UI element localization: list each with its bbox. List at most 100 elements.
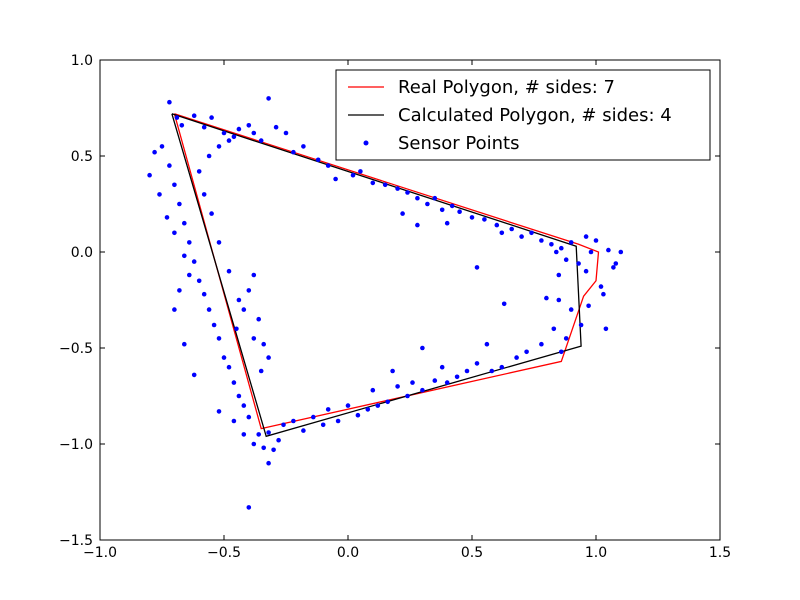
scatter-point <box>177 201 182 207</box>
scatter-point <box>147 172 152 178</box>
scatter-point <box>395 384 400 389</box>
x-tick-label: 1.5 <box>709 545 731 561</box>
scatter-point <box>576 261 581 266</box>
scatter-point <box>489 368 495 374</box>
scatter-point <box>335 418 341 424</box>
series-layer <box>147 96 624 510</box>
x-tick-label: −1.0 <box>83 545 117 561</box>
scatter-point <box>209 115 214 120</box>
scatter-point <box>234 326 239 332</box>
scatter-point <box>177 288 182 293</box>
scatter-point <box>618 249 624 255</box>
scatter-point <box>549 242 554 247</box>
scatter-point <box>236 297 242 303</box>
scatter-point <box>482 217 487 222</box>
y-tick-label: 0.0 <box>71 245 93 261</box>
x-tick-label: 1.0 <box>585 545 607 561</box>
scatter-point <box>514 355 519 360</box>
scatter-point <box>256 432 262 437</box>
scatter-point <box>236 126 242 132</box>
tick-layer: −1.0 −0.5 0.0 0.5 1.0 1.5−1.5−1.0−0.50.00.51.… <box>59 53 731 561</box>
scatter-point <box>603 326 609 332</box>
scatter-point <box>400 211 405 216</box>
scatter-point <box>281 422 286 428</box>
scatter-point <box>251 272 257 278</box>
legend-entry-2: Sensor Points <box>363 133 520 154</box>
scatter-point <box>291 418 296 424</box>
scatter-point <box>382 182 388 188</box>
scatter-point <box>241 403 247 408</box>
scatter-point <box>544 295 549 301</box>
scatter-point <box>606 247 611 253</box>
scatter-point <box>554 249 559 255</box>
scatter-point <box>167 163 172 168</box>
x-tick-label: −0.5 <box>207 545 241 561</box>
scatter-point <box>556 297 562 303</box>
scatter-point <box>182 253 187 259</box>
legend-entry-0: Real Polygon, # sides: 7 <box>348 77 615 98</box>
scatter-point <box>315 157 321 163</box>
y-tick-label: −0.5 <box>59 341 93 357</box>
scatter-point <box>216 144 222 149</box>
scatter-point <box>375 403 381 408</box>
scatter-point <box>196 278 202 284</box>
scatter-point <box>201 291 207 297</box>
scatter-point <box>559 245 564 251</box>
scatter-point <box>583 234 589 239</box>
scatter-point <box>311 414 316 420</box>
scatter-point <box>469 215 475 220</box>
scatter-point <box>179 123 185 128</box>
scatter-point <box>182 220 187 226</box>
scatter-point <box>266 96 271 101</box>
scatter-point <box>449 203 455 209</box>
scatter-point <box>246 414 252 420</box>
scatter-point <box>601 291 606 297</box>
scatter-point <box>273 124 279 130</box>
scatter-point <box>578 322 584 328</box>
scatter-point <box>568 307 574 312</box>
scatter-point <box>221 355 227 360</box>
scatter-point <box>598 284 604 289</box>
scatter-point <box>410 380 415 385</box>
scatter-point <box>196 169 202 174</box>
scatter-point <box>405 393 410 399</box>
scatter-point <box>355 412 361 418</box>
scatter-point <box>164 215 170 220</box>
scatter-point <box>444 220 450 226</box>
scatter-point <box>191 113 197 118</box>
scatter-point <box>261 445 267 451</box>
scatter-point <box>172 230 177 236</box>
scatter-point <box>211 322 217 328</box>
scatter-point <box>385 399 391 405</box>
scatter-point <box>390 368 395 374</box>
scatter-point <box>206 153 212 159</box>
scatter-point <box>370 387 376 393</box>
scatter-point <box>583 268 589 274</box>
scatter-point <box>325 163 331 168</box>
scatter-point <box>358 169 363 174</box>
legend-label: Sensor Points <box>398 133 520 154</box>
scatter-point <box>499 364 505 370</box>
scatter-point <box>432 378 438 383</box>
scatter-point <box>167 99 172 105</box>
scatter-point <box>246 505 252 510</box>
scatter-point <box>613 261 619 266</box>
scatter-point <box>251 441 257 447</box>
plot-frame <box>99 59 721 541</box>
scatter-point <box>325 407 331 412</box>
scatter-point <box>474 361 480 366</box>
scatter-point <box>172 307 177 312</box>
scatter-point <box>524 349 529 355</box>
scatter-point <box>593 238 599 243</box>
scatter-point <box>251 336 257 341</box>
scatter-point <box>157 192 162 197</box>
scatter-point <box>258 368 264 374</box>
scatter-point <box>216 409 222 414</box>
scatter-point <box>454 374 460 380</box>
scatter-point <box>231 418 237 424</box>
scatter-point <box>559 349 564 355</box>
legend-label: Real Polygon, # sides: 7 <box>398 77 615 98</box>
scatter-point <box>258 138 264 143</box>
scatter-point <box>226 268 232 274</box>
legend: Real Polygon, # sides: 7 Calculated Polyg… <box>335 69 711 161</box>
